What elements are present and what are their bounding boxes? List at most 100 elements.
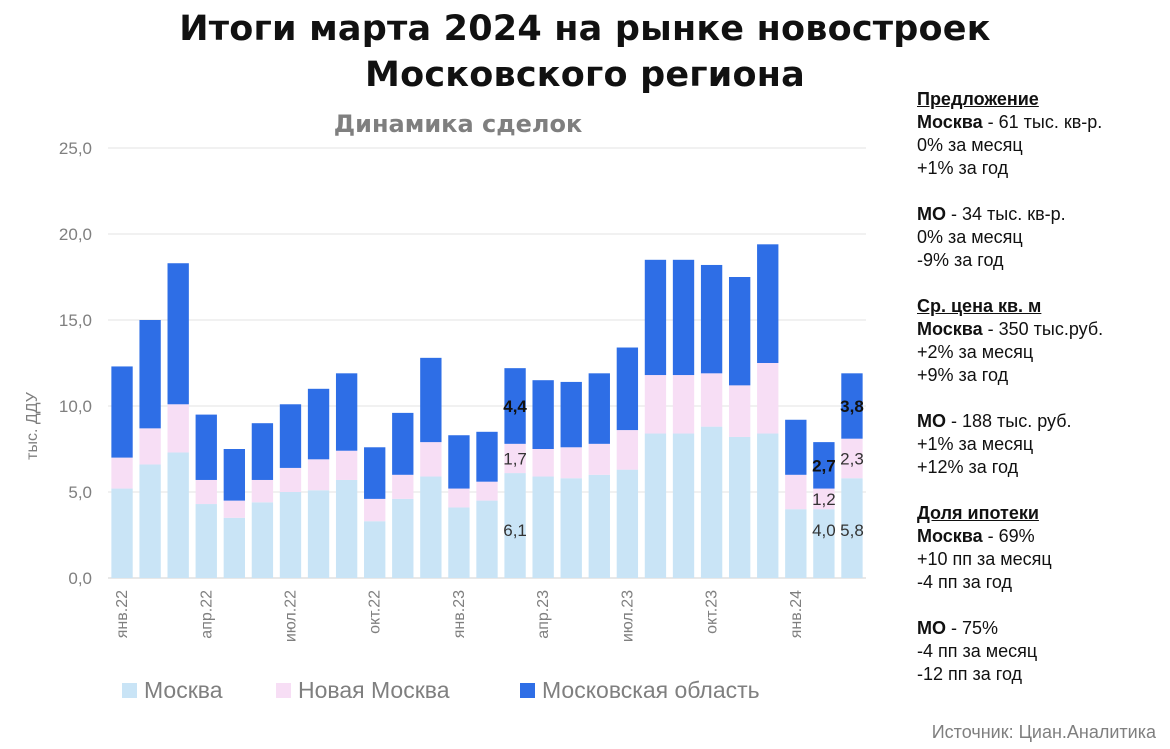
y-tick-label: 10,0 — [59, 397, 92, 416]
data-label: 6,1 — [503, 521, 527, 540]
bar-segment — [588, 474, 610, 578]
stats-line: Москва - 69% — [917, 525, 1167, 548]
bar-segment — [560, 478, 582, 578]
bar-segment — [335, 373, 358, 451]
chart-title: Динамика сделок — [334, 110, 582, 138]
y-tick-label: 25,0 — [59, 139, 92, 158]
stats-value: +12% за год — [917, 457, 1019, 477]
bar-segment — [616, 347, 639, 431]
bar-segment — [139, 320, 161, 429]
stats-region: МО — [917, 411, 946, 431]
bar-segment — [223, 500, 246, 518]
bar-segment — [223, 517, 246, 578]
bar-segment — [167, 263, 189, 405]
data-label: 3,8 — [840, 397, 864, 416]
bar-segment — [728, 277, 751, 386]
stats-value: -4 пп за месяц — [917, 641, 1038, 661]
bar-segment — [616, 469, 639, 578]
stats-section: Ср. цена кв. м Москва - 350 тыс.руб. +2% з… — [917, 295, 1167, 387]
bar-segment — [167, 404, 189, 453]
stats-value: 0% за месяц — [917, 227, 1023, 247]
legend-swatch — [122, 683, 137, 698]
legend: Москва Новая Москва Московская область — [122, 677, 760, 703]
bar-segment — [841, 478, 863, 578]
stats-section: МО - 75% -4 пп за месяц -12 пп за год — [917, 617, 1167, 686]
bar-segment — [335, 479, 358, 578]
data-label: 1,2 — [812, 490, 836, 509]
bar-segment — [644, 259, 667, 376]
stats-region: Москва — [917, 319, 983, 339]
stats-section: Доля ипотеки Москва - 69% +10 пп за месяц -… — [917, 502, 1167, 594]
stats-value: - 75% — [946, 618, 999, 638]
stats-value: +9% за год — [917, 365, 1009, 385]
legend-label: Москва — [144, 677, 223, 703]
stats-line: -4 пп за месяц — [917, 640, 1167, 663]
x-tick-label: апр.23 — [535, 590, 552, 639]
stats-line: +9% за год — [917, 364, 1167, 387]
deals-chart: Динамика сделок 0,0 5,0 10,0 15,0 20,0 25,0 т… — [24, 110, 866, 703]
stats-line: +12% за год — [917, 456, 1167, 479]
bar-segment — [504, 443, 526, 474]
x-tick-label: янв.23 — [451, 590, 468, 638]
bar-segment — [195, 414, 217, 480]
stats-line: -4 пп за год — [917, 571, 1167, 594]
bar-segment — [167, 452, 189, 578]
bar-segment — [476, 481, 498, 501]
stats-region: Москва — [917, 112, 983, 132]
title-line-2: Московского региона — [365, 55, 805, 95]
stats-line: Москва - 61 тыс. кв-р. — [917, 111, 1167, 134]
bar-segment — [420, 442, 442, 477]
bar-segment — [504, 473, 526, 578]
stats-region: МО — [917, 204, 946, 224]
y-axis-label: тыс. ДДУ — [24, 391, 41, 460]
bar-segment — [476, 431, 498, 482]
bar-segment — [392, 474, 414, 499]
bar-segment — [757, 363, 779, 434]
stats-value: +2% за месяц — [917, 342, 1034, 362]
stats-region: МО — [917, 618, 946, 638]
bar-segment — [279, 404, 302, 468]
stats-value: +1% за месяц — [917, 434, 1034, 454]
bar-segment — [672, 433, 695, 578]
bar-segment — [111, 457, 133, 489]
bar-segment — [700, 264, 723, 374]
bar-segment — [251, 502, 274, 578]
bar-segment — [757, 433, 779, 578]
stats-value: -12 пп за год — [917, 664, 1023, 684]
x-tick-label: июл.22 — [282, 590, 299, 642]
x-tick-label: янв.22 — [114, 590, 131, 638]
stats-line: +1% за год — [917, 157, 1167, 180]
bar-segment — [588, 373, 610, 444]
stats-line: МО - 75% — [917, 617, 1167, 640]
bar-segment — [476, 500, 498, 578]
stats-value: 0% за месяц — [917, 135, 1023, 155]
stats-section: Предложение Москва - 61 тыс. кв-р. 0% за м… — [917, 88, 1167, 180]
x-tick-label: янв.24 — [788, 590, 805, 638]
bar-segment — [420, 357, 442, 443]
bar-segment — [448, 507, 470, 578]
bar-segment — [616, 430, 639, 470]
bar-segment — [111, 366, 133, 458]
bar-segment — [644, 433, 667, 578]
bar-segment — [841, 373, 863, 439]
bar-segment — [448, 435, 470, 489]
x-tick-label: окт.23 — [704, 590, 721, 634]
bar-segment — [448, 488, 470, 508]
bar-segment — [251, 479, 274, 503]
bar-segment — [279, 467, 302, 492]
stats-value: - 61 тыс. кв-р. — [982, 112, 1103, 132]
bar-segment — [560, 447, 582, 479]
bar-segment — [560, 381, 582, 448]
bar-segment — [813, 509, 835, 578]
data-label: 2,7 — [812, 456, 836, 475]
legend-label: Московская область — [542, 677, 760, 703]
data-label: 1,7 — [503, 449, 527, 468]
bar-segment — [223, 449, 246, 501]
bar-segment — [364, 521, 386, 578]
bar-segment — [279, 492, 302, 578]
bar-segment — [139, 464, 161, 578]
bar-segment — [700, 373, 723, 427]
bar-segment — [504, 368, 526, 444]
stats-value: -4 пп за год — [917, 572, 1013, 592]
x-tick-label: апр.22 — [198, 590, 215, 639]
